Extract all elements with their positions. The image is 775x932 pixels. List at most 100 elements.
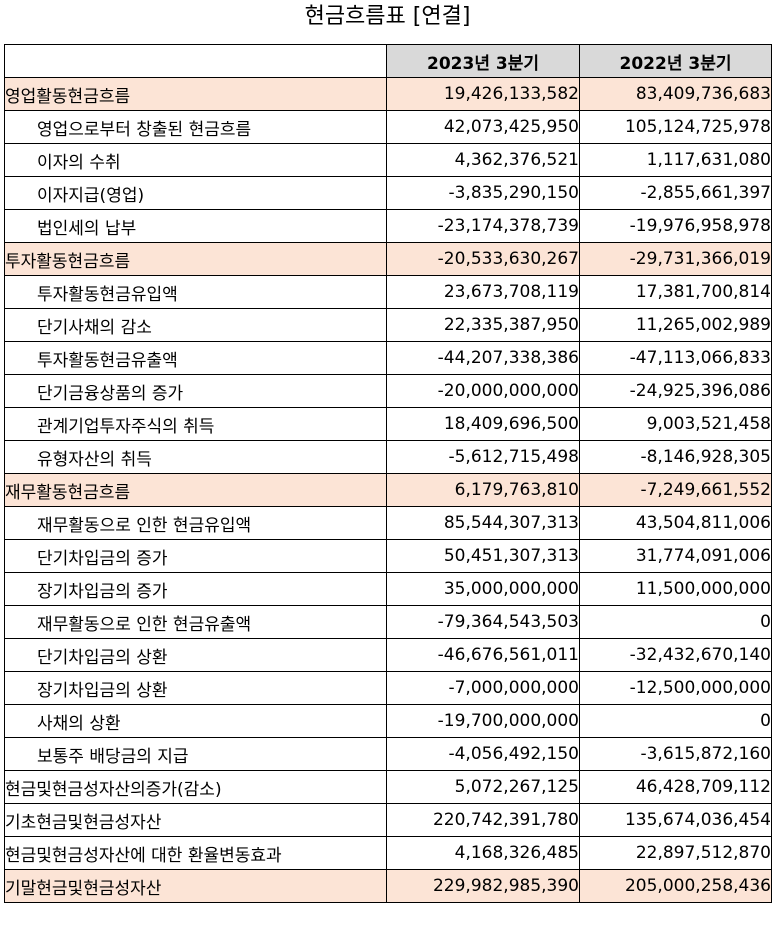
value-2022-q3: -2,855,661,397 bbox=[579, 176, 772, 210]
row-label: 투자활동현금유입액 bbox=[4, 275, 387, 309]
column-header-2023-q3: 2023년 3분기 bbox=[386, 44, 580, 78]
value-2022-q3: -12,500,000,000 bbox=[579, 671, 772, 705]
value-2023-q3: -19,700,000,000 bbox=[386, 704, 580, 738]
cash-flow-table: 2023년 3분기 2022년 3분기 영업활동현금흐름 19,426,133,5… bbox=[4, 44, 772, 903]
value-2023-q3: 4,362,376,521 bbox=[386, 143, 580, 177]
value-2023-q3: 18,409,696,500 bbox=[386, 407, 580, 441]
row-label: 단기차입금의 증가 bbox=[4, 539, 387, 573]
value-2022-q3: 17,381,700,814 bbox=[579, 275, 772, 309]
table-row: 사채의 상환 -19,700,000,000 0 bbox=[4, 704, 772, 738]
column-header-2022-q3: 2022년 3분기 bbox=[579, 44, 772, 78]
row-label: 영업으로부터 창출된 현금흐름 bbox=[4, 110, 387, 144]
value-2022-q3: 205,000,258,436 bbox=[579, 869, 772, 903]
value-2022-q3: 105,124,725,978 bbox=[579, 110, 772, 144]
row-label: 투자활동현금유출액 bbox=[4, 341, 387, 375]
table-row: 현금및현금성자산의증가(감소) 5,072,267,125 46,428,709,1… bbox=[4, 770, 772, 804]
value-2022-q3: -8,146,928,305 bbox=[579, 440, 772, 474]
value-2022-q3: 43,504,811,006 bbox=[579, 506, 772, 540]
row-label: 기초현금및현금성자산 bbox=[4, 803, 387, 837]
value-2023-q3: 19,426,133,582 bbox=[386, 77, 580, 111]
row-label: 기말현금및현금성자산 bbox=[4, 869, 387, 903]
row-label: 현금및현금성자산의증가(감소) bbox=[4, 770, 387, 804]
table-row: 보통주 배당금의 지급 -4,056,492,150 -3,615,872,160 bbox=[4, 737, 772, 771]
value-2023-q3: 22,335,387,950 bbox=[386, 308, 580, 342]
value-2023-q3: -46,676,561,011 bbox=[386, 638, 580, 672]
value-2022-q3: -7,249,661,552 bbox=[579, 473, 772, 507]
value-2022-q3: 22,897,512,870 bbox=[579, 836, 772, 870]
table-row: 장기차입금의 상환 -7,000,000,000 -12,500,000,000 bbox=[4, 671, 772, 705]
row-label: 이자의 수취 bbox=[4, 143, 387, 177]
row-label: 현금및현금성자산에 대한 환율변동효과 bbox=[4, 836, 387, 870]
value-2022-q3: -3,615,872,160 bbox=[579, 737, 772, 771]
value-2023-q3: 85,544,307,313 bbox=[386, 506, 580, 540]
value-2023-q3: -23,174,378,739 bbox=[386, 209, 580, 243]
value-2023-q3: 6,179,763,810 bbox=[386, 473, 580, 507]
table-row: 투자활동현금유출액 -44,207,338,386 -47,113,066,833 bbox=[4, 341, 772, 375]
row-label: 단기금융상품의 증가 bbox=[4, 374, 387, 408]
table-title: 현금흐름표 [연결] bbox=[304, 4, 471, 29]
table-row: 단기차입금의 증가 50,451,307,313 31,774,091,006 bbox=[4, 539, 772, 573]
value-2023-q3: -7,000,000,000 bbox=[386, 671, 580, 705]
value-2022-q3: 9,003,521,458 bbox=[579, 407, 772, 441]
value-2022-q3: -24,925,396,086 bbox=[579, 374, 772, 408]
row-label: 관계기업투자주식의 취득 bbox=[4, 407, 387, 441]
value-2022-q3: -29,731,366,019 bbox=[579, 242, 772, 276]
row-label: 단기차입금의 상환 bbox=[4, 638, 387, 672]
table-body: 영업활동현금흐름 19,426,133,582 83,409,736,683 영업으로… bbox=[4, 77, 772, 903]
value-2023-q3: -20,533,630,267 bbox=[386, 242, 580, 276]
table-row: 단기차입금의 상환 -46,676,561,011 -32,432,670,140 bbox=[4, 638, 772, 672]
row-label: 사채의 상환 bbox=[4, 704, 387, 738]
value-2022-q3: 11,265,002,989 bbox=[579, 308, 772, 342]
value-2023-q3: 220,742,391,780 bbox=[386, 803, 580, 837]
header-row: 2023년 3분기 2022년 3분기 bbox=[4, 44, 772, 78]
row-label: 장기차입금의 증가 bbox=[4, 572, 387, 606]
value-2023-q3: -44,207,338,386 bbox=[386, 341, 580, 375]
row-label: 장기차입금의 상환 bbox=[4, 671, 387, 705]
header-blank-cell bbox=[4, 44, 387, 78]
table-row: 단기사채의 감소 22,335,387,950 11,265,002,989 bbox=[4, 308, 772, 342]
value-2023-q3: 5,072,267,125 bbox=[386, 770, 580, 804]
value-2023-q3: 50,451,307,313 bbox=[386, 539, 580, 573]
value-2022-q3: 11,500,000,000 bbox=[579, 572, 772, 606]
row-label: 이자지급(영업) bbox=[4, 176, 387, 210]
table-row: 관계기업투자주식의 취득 18,409,696,500 9,003,521,458 bbox=[4, 407, 772, 441]
row-label: 투자활동현금흐름 bbox=[4, 242, 387, 276]
value-2022-q3: 0 bbox=[579, 605, 772, 639]
row-label: 영업활동현금흐름 bbox=[4, 77, 387, 111]
value-2022-q3: -47,113,066,833 bbox=[579, 341, 772, 375]
value-2022-q3: 1,117,631,080 bbox=[579, 143, 772, 177]
value-2023-q3: 35,000,000,000 bbox=[386, 572, 580, 606]
value-2023-q3: 42,073,425,950 bbox=[386, 110, 580, 144]
table-row: 기초현금및현금성자산 220,742,391,780 135,674,036,454 bbox=[4, 803, 772, 837]
table-row: 장기차입금의 증가 35,000,000,000 11,500,000,000 bbox=[4, 572, 772, 606]
value-2023-q3: -79,364,543,503 bbox=[386, 605, 580, 639]
section-row: 재무활동현금흐름 6,179,763,810 -7,249,661,552 bbox=[4, 473, 772, 507]
section-row: 기말현금및현금성자산 229,982,985,390 205,000,258,436 bbox=[4, 869, 772, 903]
value-2023-q3: 229,982,985,390 bbox=[386, 869, 580, 903]
row-label: 단기사채의 감소 bbox=[4, 308, 387, 342]
row-label: 법인세의 납부 bbox=[4, 209, 387, 243]
row-label: 재무활동현금흐름 bbox=[4, 473, 387, 507]
value-2022-q3: 0 bbox=[579, 704, 772, 738]
section-row: 투자활동현금흐름 -20,533,630,267 -29,731,366,019 bbox=[4, 242, 772, 276]
value-2023-q3: 4,168,326,485 bbox=[386, 836, 580, 870]
table-row: 이자의 수취 4,362,376,521 1,117,631,080 bbox=[4, 143, 772, 177]
value-2023-q3: 23,673,708,119 bbox=[386, 275, 580, 309]
table-row: 투자활동현금유입액 23,673,708,119 17,381,700,814 bbox=[4, 275, 772, 309]
table-row: 유형자산의 취득 -5,612,715,498 -8,146,928,305 bbox=[4, 440, 772, 474]
table-row: 단기금융상품의 증가 -20,000,000,000 -24,925,396,086 bbox=[4, 374, 772, 408]
value-2023-q3: -4,056,492,150 bbox=[386, 737, 580, 771]
table-row: 현금및현금성자산에 대한 환율변동효과 4,168,326,485 22,897,5… bbox=[4, 836, 772, 870]
value-2023-q3: -5,612,715,498 bbox=[386, 440, 580, 474]
value-2023-q3: -20,000,000,000 bbox=[386, 374, 580, 408]
row-label: 보통주 배당금의 지급 bbox=[4, 737, 387, 771]
value-2022-q3: 83,409,736,683 bbox=[579, 77, 772, 111]
row-label: 재무활동으로 인한 현금유입액 bbox=[4, 506, 387, 540]
table-row: 이자지급(영업) -3,835,290,150 -2,855,661,397 bbox=[4, 176, 772, 210]
value-2022-q3: 31,774,091,006 bbox=[579, 539, 772, 573]
section-row: 영업활동현금흐름 19,426,133,582 83,409,736,683 bbox=[4, 77, 772, 111]
row-label: 재무활동으로 인한 현금유출액 bbox=[4, 605, 387, 639]
table-row: 재무활동으로 인한 현금유입액 85,544,307,313 43,504,811,… bbox=[4, 506, 772, 540]
table-row: 영업으로부터 창출된 현금흐름 42,073,425,950 105,124,725… bbox=[4, 110, 772, 144]
value-2023-q3: -3,835,290,150 bbox=[386, 176, 580, 210]
